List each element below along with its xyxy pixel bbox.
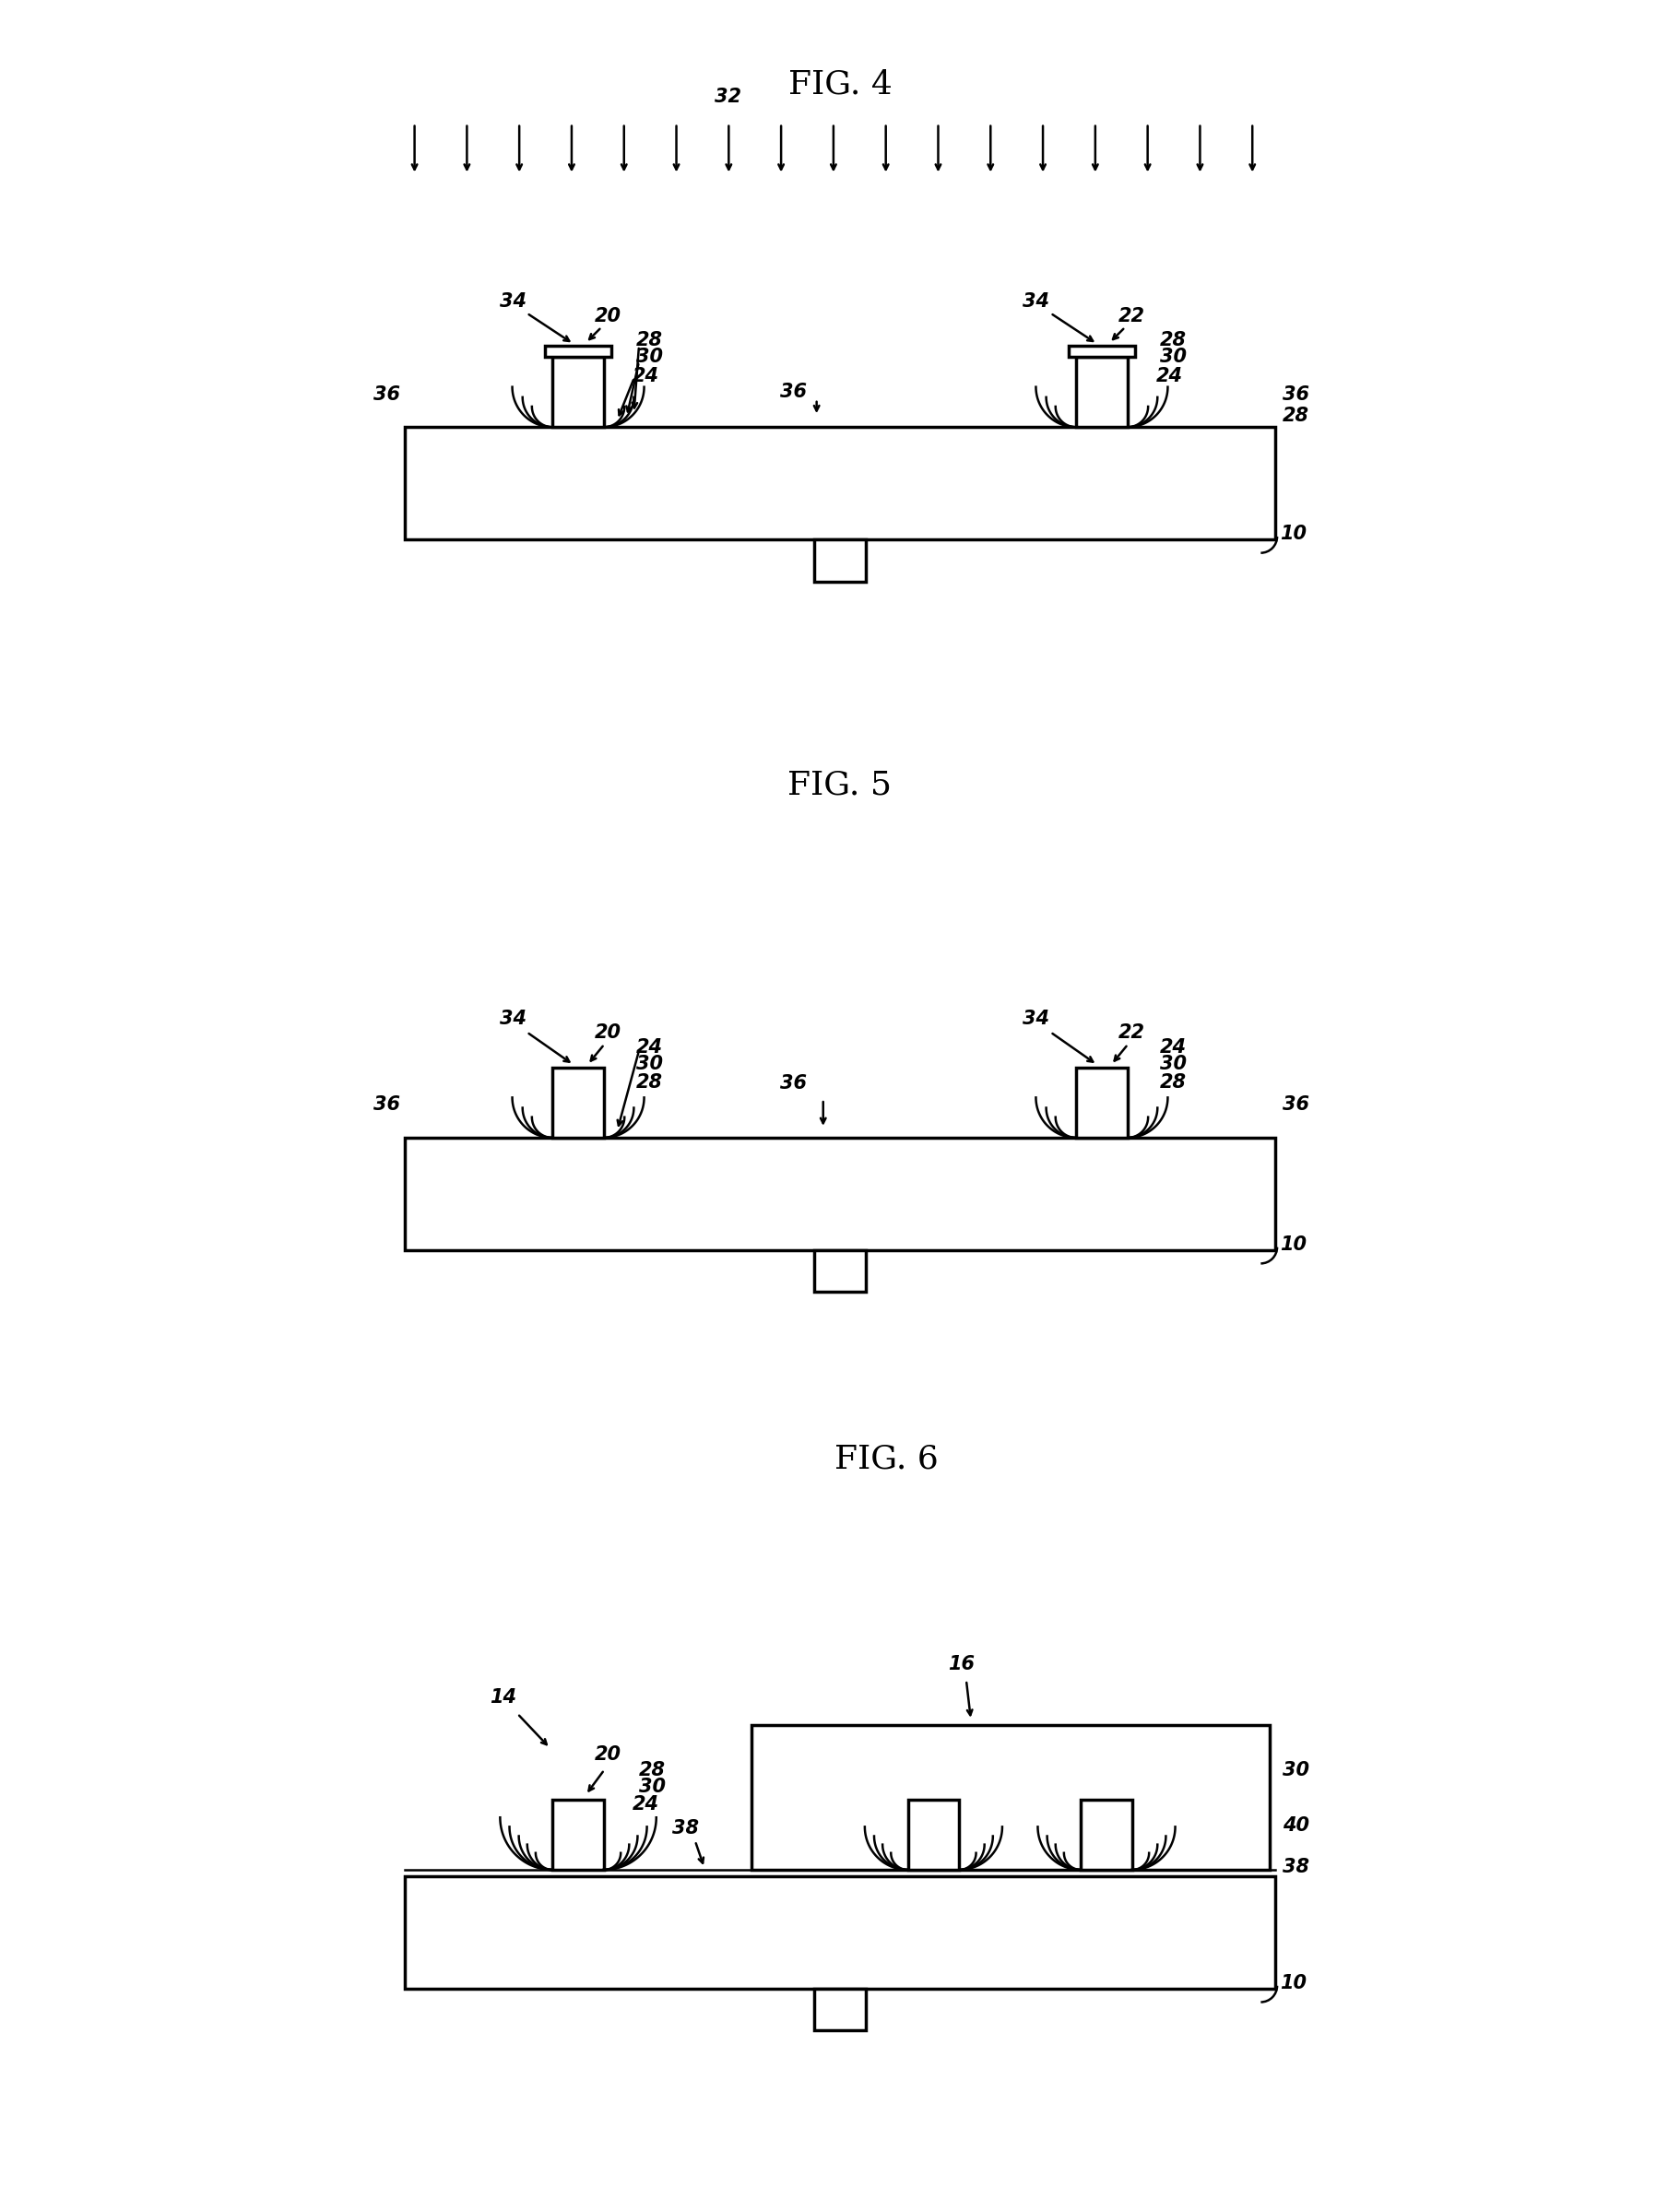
Text: 22: 22 xyxy=(1119,307,1146,325)
Bar xyxy=(1077,1067,1127,1138)
Bar xyxy=(751,1724,1270,1870)
Text: 34: 34 xyxy=(1023,1010,1050,1028)
Bar xyxy=(1068,345,1136,358)
Text: 36: 36 xyxy=(780,1074,806,1092)
Text: 32: 32 xyxy=(714,88,741,106)
Bar xyxy=(1077,358,1127,427)
Text: 34: 34 xyxy=(1023,292,1050,309)
Bar xyxy=(815,539,865,581)
Text: 28: 28 xyxy=(638,1761,665,1779)
Text: 20: 20 xyxy=(595,307,622,325)
Text: 24: 24 xyxy=(637,1039,664,1056)
Text: 24: 24 xyxy=(632,1795,659,1814)
Text: 24: 24 xyxy=(632,367,659,385)
Bar xyxy=(544,345,612,358)
Text: 24: 24 xyxy=(934,1834,961,1852)
Text: 36: 36 xyxy=(373,1096,400,1114)
Text: 14: 14 xyxy=(491,1688,517,1706)
Text: 28: 28 xyxy=(1159,1074,1186,1092)
Text: 40: 40 xyxy=(1282,1817,1309,1834)
Text: 24: 24 xyxy=(1156,367,1183,385)
Text: 28: 28 xyxy=(1057,1733,1084,1750)
Text: 30: 30 xyxy=(638,1777,665,1797)
Text: 30: 30 xyxy=(1282,1761,1309,1779)
Text: 10: 10 xyxy=(1280,1974,1307,1991)
Text: 38: 38 xyxy=(1282,1859,1309,1876)
Text: 34: 34 xyxy=(499,1010,526,1028)
Bar xyxy=(1080,1799,1132,1870)
Text: 10: 10 xyxy=(1280,524,1307,544)
Text: 20: 20 xyxy=(595,1023,622,1041)
Bar xyxy=(553,1799,603,1870)
Bar xyxy=(553,1067,603,1138)
Bar xyxy=(405,1138,1275,1251)
Text: 20: 20 xyxy=(595,1746,622,1764)
Text: 10: 10 xyxy=(1280,1235,1307,1253)
Bar xyxy=(405,1876,1275,1989)
Text: 38: 38 xyxy=(1026,1733,1053,1750)
Text: 36: 36 xyxy=(1282,1096,1309,1114)
Text: FIG. 5: FIG. 5 xyxy=(788,769,892,802)
Text: 28: 28 xyxy=(1282,407,1309,424)
Bar xyxy=(405,427,1275,539)
Text: 30: 30 xyxy=(1159,347,1186,367)
Text: 36: 36 xyxy=(780,382,806,402)
Bar xyxy=(815,1251,865,1293)
Text: 30: 30 xyxy=(637,347,664,367)
Text: 38: 38 xyxy=(672,1819,699,1837)
Text: 28: 28 xyxy=(637,1074,664,1092)
Bar xyxy=(907,1799,959,1870)
Text: 16: 16 xyxy=(948,1655,974,1673)
Text: 24: 24 xyxy=(1159,1039,1186,1056)
Text: 30: 30 xyxy=(1159,1054,1186,1074)
Bar xyxy=(815,1989,865,2031)
Text: 36: 36 xyxy=(1282,385,1309,404)
Bar xyxy=(553,358,603,427)
Text: 28: 28 xyxy=(1159,332,1186,349)
Text: 34: 34 xyxy=(499,292,526,309)
Text: FIG. 4: FIG. 4 xyxy=(788,69,892,99)
Text: 36: 36 xyxy=(373,385,400,404)
Text: 22: 22 xyxy=(879,1735,906,1753)
Text: 28: 28 xyxy=(637,332,664,349)
Text: 22: 22 xyxy=(1119,1023,1146,1041)
Text: FIG. 6: FIG. 6 xyxy=(835,1443,939,1474)
Text: 30: 30 xyxy=(637,1054,664,1074)
